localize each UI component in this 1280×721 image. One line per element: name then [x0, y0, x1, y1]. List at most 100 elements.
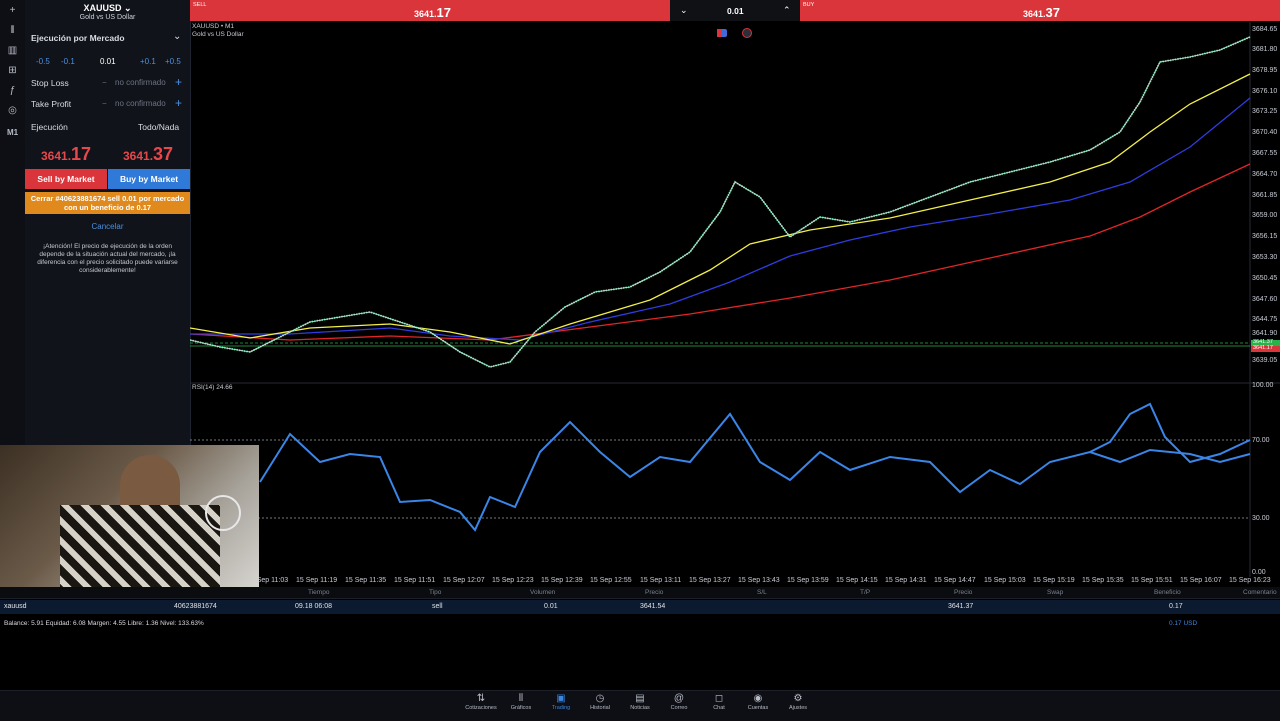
col-sl[interactable]: S/L: [757, 589, 767, 596]
time-tick: 15 Sep 14:15: [836, 577, 878, 584]
crosshair-icon[interactable]: +: [9, 5, 16, 16]
buy-price: 3641.37: [123, 144, 174, 164]
top-volume-input[interactable]: 0.01: [727, 6, 744, 16]
row-volume: 0.01: [544, 603, 558, 610]
account-balance: Balance: 5.91 Equidad: 6.08 Margen: 4.55…: [4, 620, 204, 627]
price-tick: 3681.80: [1252, 46, 1278, 53]
rsi-tick: 100.00: [1252, 382, 1274, 389]
nav-charts[interactable]: ⫴ Gráficos: [501, 692, 541, 711]
nav-quotes[interactable]: ⇅ Cotizaciones: [461, 692, 501, 711]
chevron-down-icon: ⌄: [123, 3, 132, 13]
execution-value[interactable]: Todo/Nada: [138, 122, 180, 132]
nav-accounts[interactable]: ◉ Cuentas: [738, 692, 778, 711]
volume-up-icon[interactable]: ⌃: [783, 5, 791, 15]
time-tick: 15 Sep 11:51: [394, 577, 436, 584]
take-profit-input[interactable]: no confirmado: [115, 99, 166, 108]
execution-type-selector[interactable]: Ejecución por Mercado: [31, 33, 125, 43]
volume-input[interactable]: 0.01: [100, 57, 116, 66]
price-tick: 3676.10: [1252, 88, 1278, 95]
history-icon: ◷: [595, 693, 605, 704]
row-ticket: 40623881674: [174, 603, 217, 610]
sell-price-tag: 3641.17: [1253, 345, 1273, 351]
nav-mail[interactable]: @ Correo: [659, 692, 699, 711]
price-tick: 3670.40: [1252, 129, 1278, 136]
clock-icon[interactable]: [742, 28, 752, 38]
col-price[interactable]: Precio: [645, 589, 664, 596]
chevron-down-icon[interactable]: ⌄: [173, 31, 182, 42]
objects-icon[interactable]: ◎: [8, 105, 17, 116]
take-profit-minus[interactable]: −: [102, 99, 107, 108]
nav-news[interactable]: ▤ Noticias: [620, 692, 660, 711]
stop-loss-minus[interactable]: −: [102, 78, 107, 87]
time-tick: 15 Sep 11:35: [345, 577, 387, 584]
volume-step-plus-01[interactable]: +0.1: [140, 57, 156, 66]
timeframe-button[interactable]: M1: [6, 128, 19, 137]
cancel-button[interactable]: Cancelar: [91, 222, 124, 231]
time-tick: 15 Sep 16:23: [1229, 577, 1271, 584]
time-tick: 15 Sep 15:35: [1082, 577, 1124, 584]
function-icon[interactable]: ƒ: [9, 85, 16, 96]
col-time[interactable]: Tiempo: [308, 589, 330, 596]
left-toolbar: + ⫴ ▥ ⊞ ƒ ◎ M1: [0, 0, 26, 445]
price-tick: 3656.15: [1252, 233, 1278, 240]
volume-bar: ⌄ 0.01 ⌃: [670, 0, 800, 21]
time-tick: 15 Sep 13:27: [689, 577, 731, 584]
price-tick: 3659.00: [1252, 212, 1278, 219]
nav-settings[interactable]: ⚙ Ajustes: [778, 692, 818, 711]
buy-by-market-button[interactable]: Buy by Market: [108, 169, 190, 189]
position-row[interactable]: [0, 600, 1280, 614]
nav-chat[interactable]: ◻ Chat: [699, 692, 739, 711]
stop-loss-input[interactable]: no confirmado: [115, 78, 166, 87]
balance-profit: 0.17 USD: [1169, 620, 1198, 627]
price-tick: 3641.90: [1252, 330, 1278, 337]
mail-icon: @: [673, 693, 685, 704]
row-type: sell: [432, 603, 443, 610]
time-tick: 15 Sep 15:19: [1033, 577, 1075, 584]
col-type[interactable]: Tipo: [429, 589, 442, 596]
accounts-icon: ◉: [753, 693, 763, 704]
price-tick: 3639.05: [1252, 357, 1278, 364]
col-price-current[interactable]: Precio: [954, 589, 973, 596]
symbol-selector[interactable]: XAUUSD ⌄: [83, 3, 132, 13]
close-position-button[interactable]: Cerrar #40623881674 sell 0.01 por mercad…: [25, 192, 190, 214]
rsi-tick: 0.00: [1252, 569, 1266, 576]
time-tick: 15 Sep 11:03: [247, 577, 289, 584]
sell-bar[interactable]: SELL 3641.17: [190, 0, 670, 21]
price-tick: 3661.85: [1252, 192, 1278, 199]
take-profit-plus[interactable]: +: [175, 96, 183, 110]
col-swap[interactable]: Swap: [1047, 589, 1064, 596]
stop-loss-plus[interactable]: +: [175, 75, 183, 89]
col-profit[interactable]: Beneficio: [1154, 589, 1181, 596]
volume-step-minus-05[interactable]: -0.5: [36, 57, 50, 66]
buy-label: BUY: [803, 2, 815, 8]
indicators-icon[interactable]: ⊞: [8, 65, 17, 76]
price-tick: 3644.75: [1252, 316, 1278, 323]
webcam-fan: [205, 495, 241, 531]
bars-icon[interactable]: ▥: [7, 45, 18, 56]
buy-bar[interactable]: BUY 3641.37: [800, 0, 1280, 21]
candles-icon[interactable]: ⫴: [10, 25, 15, 36]
time-tick: 15 Sep 12:07: [443, 577, 485, 584]
sell-label: SELL: [193, 2, 207, 8]
volume-down-icon[interactable]: ⌄: [680, 5, 688, 15]
col-comment[interactable]: Comentario: [1243, 589, 1277, 596]
time-tick: 15 Sep 16:07: [1180, 577, 1222, 584]
time-tick: 15 Sep 13:43: [738, 577, 780, 584]
nav-history[interactable]: ◷ Historial: [580, 692, 620, 711]
time-tick: 15 Sep 12:23: [492, 577, 534, 584]
rsi-tick: 30.00: [1252, 515, 1270, 522]
time-tick: 15 Sep 12:55: [590, 577, 632, 584]
sell-by-market-button[interactable]: Sell by Market: [25, 169, 107, 189]
price-tick: 3667.55: [1252, 150, 1278, 157]
sell-price: 3641.17: [41, 144, 92, 164]
time-tick: 15 Sep 13:11: [640, 577, 682, 584]
col-volume[interactable]: Volumen: [530, 589, 556, 596]
charts-icon: ⫴: [518, 693, 524, 704]
nav-trading[interactable]: ▣ Trading: [541, 692, 581, 711]
price-chart[interactable]: [190, 22, 1280, 587]
volume-step-minus-01[interactable]: -0.1: [61, 57, 75, 66]
flag-icon[interactable]: [717, 29, 727, 37]
volume-step-plus-05[interactable]: +0.5: [165, 57, 181, 66]
webcam-blanket: [60, 505, 220, 592]
col-tp[interactable]: T/P: [860, 589, 871, 596]
